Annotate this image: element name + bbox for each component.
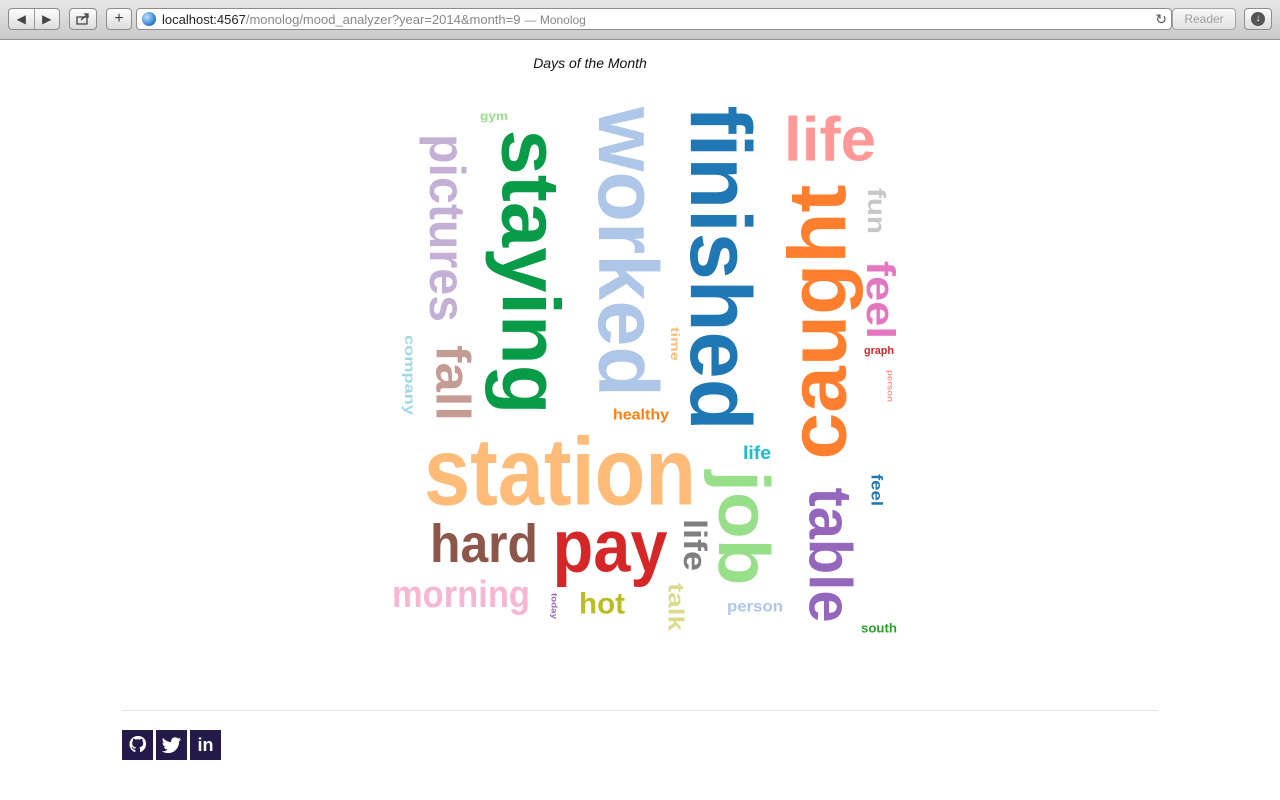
cloud-word-life: life: [743, 443, 771, 463]
cloud-word-pay: pay: [553, 505, 668, 588]
cloud-word-company: company: [402, 335, 418, 415]
cloud-word-south: south: [861, 621, 897, 636]
cloud-word-station: station: [424, 419, 696, 526]
cloud-word-today: today: [550, 593, 559, 620]
cloud-word-time: time: [668, 327, 682, 361]
url-text: localhost:4567/monolog/mood_analyzer?yea…: [162, 12, 586, 27]
download-button[interactable]: ↓: [1244, 8, 1272, 30]
cloud-word-gym: gym: [480, 109, 508, 123]
page-title: — Monolog: [524, 12, 586, 27]
cloud-word-finished: finished: [672, 106, 768, 431]
github-icon: [129, 736, 146, 753]
cloud-word-fall: fall: [426, 345, 479, 421]
cloud-word-job: job: [703, 468, 783, 585]
twitter-link[interactable]: [156, 730, 187, 760]
cloud-word-life: life: [784, 106, 876, 175]
share-button[interactable]: [69, 8, 97, 30]
nav-buttons: ◀ ▶: [8, 8, 60, 30]
cloud-word-staying: staying: [485, 130, 576, 415]
cloud-word-worked: worked: [581, 106, 675, 397]
plus-icon: +: [114, 10, 124, 27]
nav-separator: [33, 9, 35, 29]
download-icon: ↓: [1251, 12, 1265, 26]
cloud-word-fun: fun: [862, 188, 890, 234]
url-host: localhost:4567: [162, 11, 246, 27]
chart-title: Days of the Month: [533, 55, 647, 71]
cloud-word-healthy: healthy: [613, 407, 670, 424]
linkedin-icon: in: [197, 734, 214, 755]
cloud-word-caught: caught: [773, 185, 864, 460]
cloud-word-graph: graph: [864, 345, 894, 357]
linkedin-link[interactable]: in: [190, 730, 221, 760]
cloud-word-hot: hot: [579, 588, 625, 621]
new-tab-button[interactable]: +: [106, 8, 132, 30]
cloud-word-pictures: pictures: [419, 134, 475, 322]
github-link[interactable]: [122, 730, 153, 760]
cloud-word-life: life: [677, 519, 713, 571]
reload-icon[interactable]: ↻: [1155, 11, 1167, 27]
cloud-word-feel: feel: [858, 261, 902, 339]
cloud-word-person: person: [727, 599, 783, 616]
cloud-word-table: table: [797, 488, 864, 623]
cloud-word-talk: talk: [664, 583, 689, 632]
address-bar[interactable]: localhost:4567/monolog/mood_analyzer?yea…: [136, 8, 1172, 30]
cloud-word-feel: feel: [868, 474, 885, 506]
url-path: /monolog/mood_analyzer?year=2014&month=9: [245, 11, 521, 27]
globe-icon: [142, 12, 156, 26]
footer-divider: [122, 710, 1158, 711]
cloud-word-person: person: [886, 370, 895, 402]
browser-toolbar: ◀ ▶ + localhost:4567/monolog/mood_analyz…: [0, 0, 1280, 40]
twitter-icon: [161, 737, 181, 754]
cloud-word-hard: hard: [430, 514, 538, 574]
share-icon: [76, 13, 89, 25]
reader-button[interactable]: Reader: [1172, 8, 1236, 30]
forward-icon[interactable]: ▶: [42, 12, 52, 26]
cloud-word-morning: morning: [392, 574, 530, 616]
back-icon[interactable]: ◀: [16, 12, 26, 26]
